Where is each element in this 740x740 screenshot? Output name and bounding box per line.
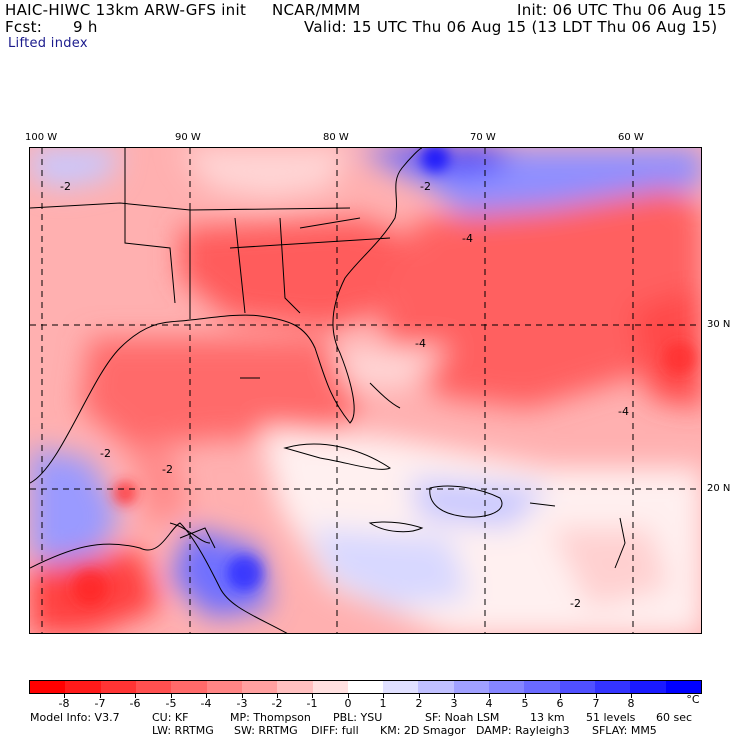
cu-scheme: CU: KF <box>152 711 189 724</box>
colorbar-tick <box>277 694 278 698</box>
levels: 51 levels <box>586 711 636 724</box>
colorbar-tick <box>64 694 65 698</box>
colorbar-label: 8 <box>627 697 635 710</box>
colorbar-swatch <box>524 681 560 693</box>
time-step: 60 sec <box>656 711 693 724</box>
contour-label: -4 <box>618 405 629 418</box>
lon-label: 80 W <box>323 132 349 143</box>
colorbar-tick <box>100 694 101 698</box>
contour-label: -4 <box>462 232 473 245</box>
colorbar-label: -5 <box>165 697 177 710</box>
colorbar-tick <box>312 694 313 698</box>
colorbar-swatch <box>383 681 419 693</box>
contour-label: -4 <box>415 337 426 350</box>
forecast-label: Fcst: <box>5 18 43 36</box>
colorbar-tick <box>525 694 526 698</box>
contour-label: -2 <box>100 447 111 460</box>
lon-label: 90 W <box>175 132 201 143</box>
colorbar-swatch <box>630 681 666 693</box>
colorbar-tick <box>560 694 561 698</box>
colorbar-unit: °C <box>686 693 700 706</box>
colorbar-tick <box>454 694 455 698</box>
colorbar-label: -2 <box>271 697 283 710</box>
colorbar-swatch <box>312 681 348 693</box>
contour-label: -2 <box>60 180 71 193</box>
lifted-index-map: -2 -2 -2 -4 -4 -4 -2 -2 <box>29 147 702 634</box>
colorbar-tick <box>135 694 136 698</box>
mp-scheme: MP: Thompson <box>230 711 311 724</box>
colorbar-tick <box>419 694 420 698</box>
colorbar-tick <box>383 694 384 698</box>
lw-scheme: LW: RRTMG <box>152 724 214 737</box>
km-scheme: KM: 2D Smagor <box>380 724 466 737</box>
colorbar-tick <box>489 694 490 698</box>
colorbar-swatch <box>135 681 172 693</box>
colorbar-label: 1 <box>379 697 387 710</box>
colorbar-swatch <box>347 681 384 693</box>
colorbar-swatch <box>30 681 66 693</box>
colorbar-tick <box>171 694 172 698</box>
colorbar-tick <box>242 694 243 698</box>
colorbar-swatch <box>665 681 701 693</box>
colorbar-label: 5 <box>521 697 529 710</box>
colorbar-swatch <box>171 681 207 693</box>
colorbar-swatch <box>559 681 595 693</box>
contour-label: -2 <box>570 597 581 610</box>
colorbar-label: -3 <box>236 697 248 710</box>
lon-label: 70 W <box>470 132 496 143</box>
map-graphic <box>30 148 701 633</box>
colorbar-swatch <box>100 681 136 693</box>
field-name: Lifted index <box>8 36 88 51</box>
colorbar-tick <box>206 694 207 698</box>
lon-label: 60 W <box>618 132 644 143</box>
organization: NCAR/MMM <box>272 1 361 19</box>
colorbar-label: 7 <box>592 697 600 710</box>
colorbar-swatch <box>418 681 454 693</box>
damp-scheme: DAMP: Rayleigh3 <box>476 724 570 737</box>
colorbar <box>29 680 702 694</box>
lat-label: 20 N <box>707 483 731 494</box>
contour-label: -2 <box>162 463 173 476</box>
colorbar-tick <box>348 694 349 698</box>
colorbar-swatch <box>65 681 101 693</box>
model-title: HAIC-HIWC 13km ARW-GFS init <box>5 1 247 19</box>
colorbar-swatch <box>277 681 313 693</box>
colorbar-label: 2 <box>415 697 423 710</box>
colorbar-label: 3 <box>450 697 458 710</box>
resolution: 13 km <box>530 711 565 724</box>
init-time: Init: 06 UTC Thu 06 Aug 15 <box>517 1 727 19</box>
colorbar-label: -8 <box>58 697 70 710</box>
lat-label: 30 N <box>707 319 731 330</box>
colorbar-label: 0 <box>344 697 352 710</box>
sf-scheme: SF: Noah LSM <box>425 711 500 724</box>
colorbar-label: -6 <box>129 697 141 710</box>
colorbar-swatch <box>453 681 490 693</box>
colorbar-swatch <box>595 681 631 693</box>
colorbar-label: -1 <box>306 697 318 710</box>
valid-time: Valid: 15 UTC Thu 06 Aug 15 (13 LDT Thu … <box>304 18 718 36</box>
forecast-hour: 9 h <box>73 18 98 36</box>
sflay-scheme: SFLAY: MM5 <box>592 724 657 737</box>
colorbar-label: -4 <box>200 697 212 710</box>
colorbar-swatch <box>489 681 525 693</box>
colorbar-label: 4 <box>485 697 493 710</box>
pbl-scheme: PBL: YSU <box>333 711 383 724</box>
sw-scheme: SW: RRTMG <box>234 724 298 737</box>
colorbar-tick <box>596 694 597 698</box>
model-info: Model Info: V3.7 <box>30 711 120 724</box>
colorbar-label: 6 <box>556 697 564 710</box>
colorbar-label: -7 <box>94 697 106 710</box>
colorbar-swatch <box>241 681 278 693</box>
diff-scheme: DIFF: full <box>311 724 359 737</box>
colorbar-tick <box>631 694 632 698</box>
lon-label: 100 W <box>25 132 58 143</box>
contour-label: -2 <box>420 180 431 193</box>
colorbar-swatch <box>206 681 242 693</box>
